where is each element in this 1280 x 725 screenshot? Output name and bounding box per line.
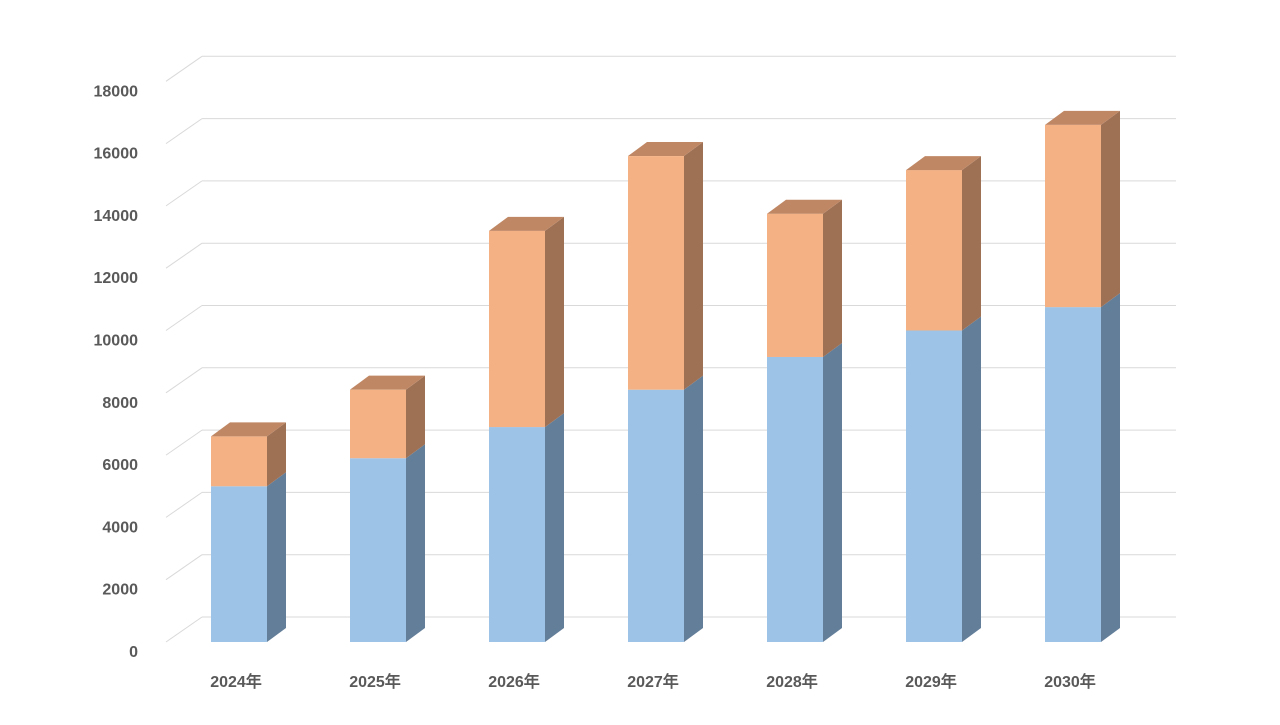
bar-side-face — [267, 472, 286, 642]
gridline-diagonal — [165, 554, 203, 581]
bar-segment-s1 — [489, 216, 564, 428]
gridline-diagonal — [165, 118, 203, 145]
bar-side-face — [823, 342, 842, 642]
bar-segment-s1 — [211, 422, 286, 487]
y-tick-label: 6000 — [102, 457, 138, 474]
bar-front-face — [350, 389, 406, 459]
bar-front-face — [767, 356, 823, 642]
bar-front-face — [489, 427, 545, 642]
bar-side-face — [545, 216, 564, 428]
bar-side-face — [962, 316, 981, 642]
bar-top-face — [211, 422, 286, 437]
bar-top-face — [906, 156, 981, 171]
bar-front-face — [211, 486, 267, 642]
x-category-label: 2027年 — [627, 672, 679, 691]
gridline-diagonal — [165, 55, 203, 82]
bar-top-face — [350, 375, 425, 390]
bar-front-face — [489, 230, 545, 428]
bar-top-face — [489, 216, 564, 231]
gridline-diagonal — [165, 242, 203, 269]
bar-front-face — [628, 156, 684, 390]
x-category-label: 2029年 — [905, 672, 957, 691]
bar-side-face — [545, 413, 564, 642]
x-category-label: 2025年 — [349, 672, 401, 691]
bar-front-face — [767, 213, 823, 357]
bar-front-face — [350, 458, 406, 642]
bar-front-face — [1045, 307, 1101, 642]
gridline-diagonal — [165, 180, 203, 207]
y-tick-label: 4000 — [102, 519, 138, 536]
y-tick-label: 8000 — [102, 395, 138, 412]
bar-segment-s0 — [489, 413, 564, 642]
bar-segment-s1 — [350, 375, 425, 459]
gridline-diagonal — [165, 491, 203, 518]
bar-side-face — [406, 444, 425, 642]
bar-segment-s0 — [767, 342, 842, 642]
bar-front-face — [211, 436, 267, 487]
bar-side-face — [684, 142, 703, 390]
bar-front-face — [1045, 124, 1101, 308]
bar-segment-s1 — [906, 156, 981, 331]
gridline-diagonal — [165, 429, 203, 456]
x-axis-labels: 2024年 2025年 2026年 2027年 2028年 2029年 2030年 — [210, 672, 1096, 691]
y-tick-label: 14000 — [94, 208, 139, 225]
y-axis-ticks: 0 2000 4000 6000 8000 10000 12000 14000 16000 180… — [94, 83, 139, 661]
y-tick-label: 2000 — [102, 582, 138, 599]
bar-side-face — [962, 156, 981, 331]
bar-segment-s0 — [350, 444, 425, 642]
bar-side-face — [823, 199, 842, 357]
gridline-diagonal — [165, 305, 203, 331]
bar-side-face — [684, 375, 703, 642]
bar-front-face — [906, 170, 962, 331]
gridline-diagonal — [165, 616, 203, 643]
bar-segment-s1 — [628, 142, 703, 390]
y-tick-label: 16000 — [94, 146, 139, 163]
gridline-diagonal — [165, 367, 203, 394]
y-tick-label: 12000 — [94, 270, 139, 287]
bar-segment-s1 — [1045, 110, 1120, 308]
x-category-label: 2030年 — [1044, 672, 1096, 691]
x-category-label: 2028年 — [766, 672, 818, 691]
bar-front-face — [628, 389, 684, 642]
bar-segment-s1 — [767, 199, 842, 357]
bar-side-face — [1101, 110, 1120, 308]
bar-front-face — [906, 330, 962, 642]
y-tick-label: 0 — [129, 644, 138, 661]
bar-top-face — [767, 199, 842, 214]
x-category-label: 2026年 — [488, 672, 540, 691]
bar-segment-s0 — [906, 316, 981, 642]
bars — [211, 110, 1120, 642]
bar-top-face — [1045, 110, 1120, 125]
bar-side-face — [1101, 293, 1120, 642]
bar-segment-s0 — [1045, 293, 1120, 642]
x-category-label: 2024年 — [210, 672, 262, 691]
bar-top-face — [628, 142, 703, 157]
y-tick-label: 10000 — [94, 333, 139, 350]
bar-side-face — [267, 422, 286, 487]
bar-segment-s0 — [628, 375, 703, 642]
y-tick-label: 18000 — [94, 83, 139, 100]
bar-segment-s0 — [211, 472, 286, 642]
bar-side-face — [406, 375, 425, 459]
